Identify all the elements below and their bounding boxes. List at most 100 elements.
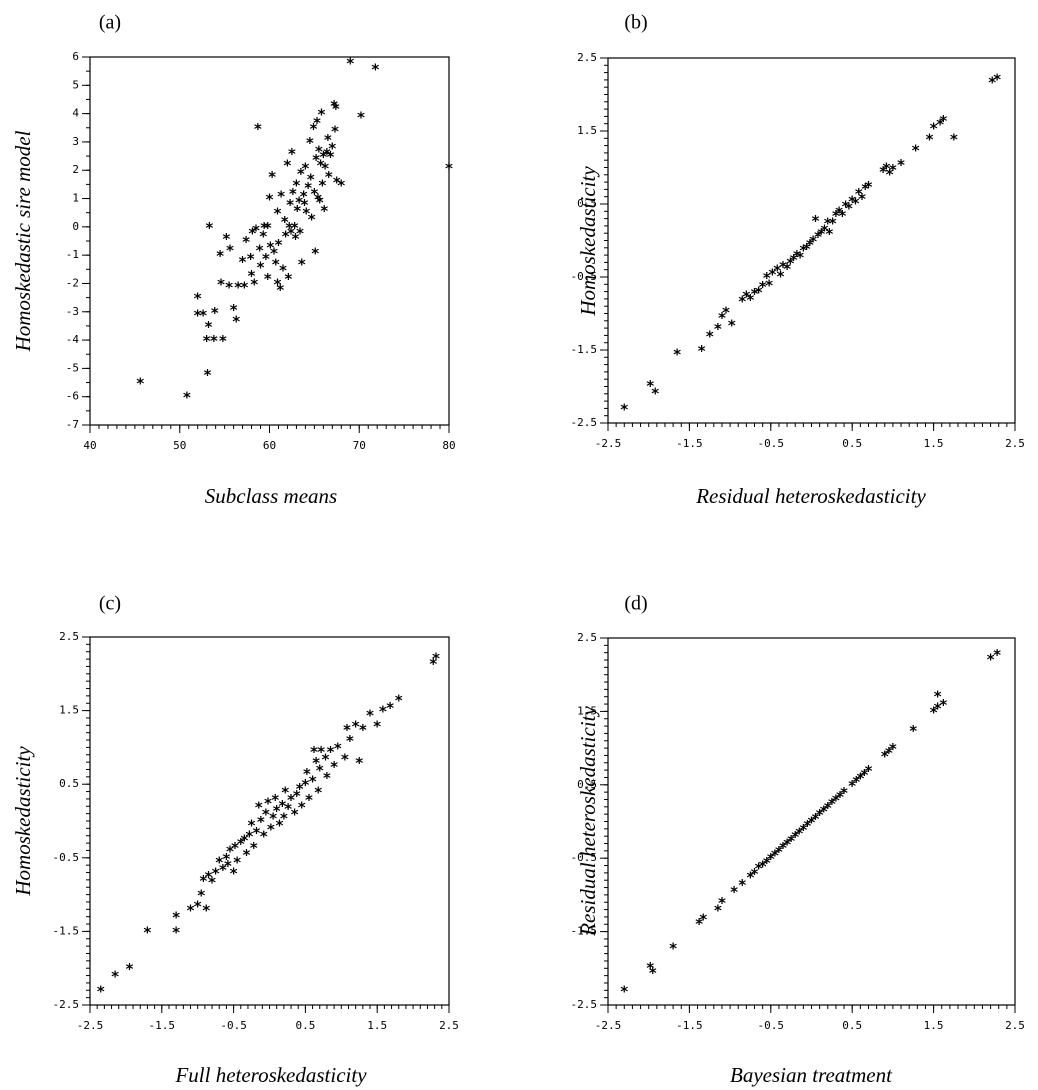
data-point: * <box>773 262 782 280</box>
data-point: * <box>274 236 283 254</box>
data-point: * <box>925 130 934 148</box>
data-point: * <box>186 901 195 919</box>
data-point: * <box>787 832 796 850</box>
data-point: * <box>253 120 262 138</box>
data-point: * <box>247 267 256 285</box>
data-point: * <box>240 831 249 849</box>
data-point: * <box>885 165 894 183</box>
data-point: * <box>929 119 938 137</box>
data-point: * <box>823 799 832 817</box>
data-point: * <box>776 268 785 286</box>
data-point: * <box>835 788 844 806</box>
data-point: * <box>242 233 251 251</box>
data-point: * <box>210 304 219 322</box>
x-axis-title: Residual heteroskedasticity <box>695 484 926 508</box>
y-tick-label: 2.5 <box>577 51 597 64</box>
y-tick-label: -3 <box>66 305 79 318</box>
y-tick-label: 2.5 <box>59 630 79 643</box>
data-point: * <box>308 773 317 791</box>
data-point: * <box>986 651 995 669</box>
data-point: * <box>259 828 268 846</box>
y-axis-title: Residual heteroskedasticity <box>576 706 600 937</box>
data-point: * <box>851 195 860 213</box>
data-point: * <box>783 260 792 278</box>
data-point: * <box>193 898 202 916</box>
data-point: * <box>789 251 798 269</box>
data-point: * <box>799 821 808 839</box>
x-tick-label: 50 <box>173 439 186 452</box>
data-point: * <box>323 131 332 149</box>
data-point: * <box>310 185 319 203</box>
data-point: * <box>276 281 285 299</box>
data-point: * <box>203 366 212 384</box>
data-point: * <box>783 836 792 854</box>
data-point: * <box>248 225 257 243</box>
data-point: * <box>337 176 346 194</box>
data-point: * <box>278 261 287 279</box>
data-point: * <box>310 743 319 761</box>
data-point: * <box>287 145 296 163</box>
data-point: * <box>326 148 335 166</box>
data-point: * <box>857 190 866 208</box>
panel-label: (a) <box>99 12 121 34</box>
data-point: * <box>754 284 763 302</box>
y-tick-label: 0.5 <box>59 777 79 790</box>
data-point: * <box>324 168 333 186</box>
data-point: * <box>288 185 297 203</box>
data-point: * <box>811 212 820 230</box>
data-point: * <box>809 233 818 251</box>
data-point: * <box>172 909 181 927</box>
data-point: * <box>255 241 264 259</box>
data-point: * <box>136 375 145 393</box>
data-point: * <box>331 100 340 118</box>
data-point: * <box>884 744 893 762</box>
data-point: * <box>229 301 238 319</box>
data-point: * <box>774 843 783 861</box>
x-tick-label: 1.5 <box>924 1019 944 1032</box>
data-point: * <box>620 400 629 418</box>
data-point: * <box>320 202 329 220</box>
data-point: * <box>300 196 309 214</box>
data-point: * <box>993 70 1002 88</box>
data-point: * <box>215 853 224 871</box>
data-point: * <box>317 106 326 124</box>
data-point: * <box>286 196 295 214</box>
data-point: * <box>762 854 771 872</box>
y-tick-label: 5 <box>72 78 79 91</box>
data-point: * <box>695 915 704 933</box>
data-point: * <box>193 290 202 308</box>
data-point: * <box>249 839 258 857</box>
data-point: * <box>311 244 320 262</box>
data-point: * <box>805 236 814 254</box>
y-tick-label: -5 <box>66 361 79 374</box>
data-point: * <box>854 185 863 203</box>
data-point: * <box>296 165 305 183</box>
data-point: * <box>272 802 281 820</box>
x-tick-label: 1.5 <box>367 1019 387 1032</box>
y-tick-label: -1 <box>66 248 79 261</box>
y-tick-label: 2.5 <box>577 631 597 644</box>
data-point: * <box>993 646 1002 664</box>
data-point: * <box>236 835 245 853</box>
data-point: * <box>722 303 731 321</box>
data-point: * <box>143 923 152 941</box>
data-point: * <box>444 159 453 177</box>
data-point: * <box>911 141 920 159</box>
data-point: * <box>330 758 339 776</box>
data-point: * <box>856 769 865 787</box>
data-point: * <box>202 332 211 350</box>
data-point: * <box>768 265 777 283</box>
data-point: * <box>317 743 326 761</box>
data-point: * <box>762 269 771 287</box>
data-point: * <box>844 200 853 218</box>
data-point: * <box>284 800 293 818</box>
data-point: * <box>301 776 310 794</box>
y-tick-label: -0.5 <box>53 851 80 864</box>
data-point: * <box>202 901 211 919</box>
data-point: * <box>807 814 816 832</box>
y-tick-label: 1 <box>72 192 79 205</box>
data-point: * <box>366 706 375 724</box>
panel-label: (d) <box>624 593 647 615</box>
data-point: * <box>852 773 861 791</box>
panel-label: (c) <box>99 593 121 615</box>
